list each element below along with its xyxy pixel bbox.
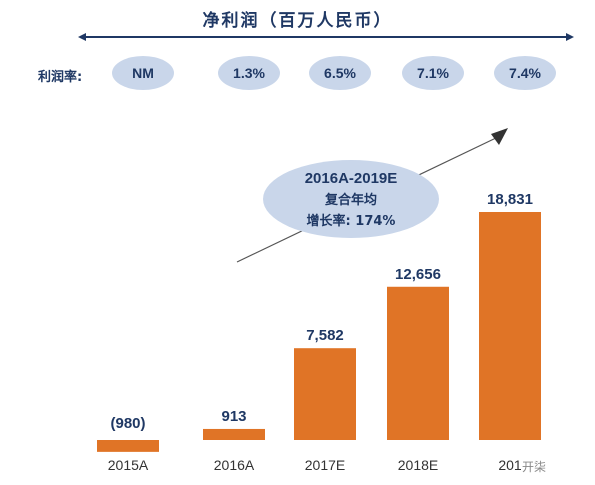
title-divider-line <box>78 33 574 41</box>
x-tick-2018E: 2018E <box>398 457 438 473</box>
trend-arrowhead <box>491 128 508 145</box>
value-label-2019E: 18,831 <box>487 191 533 208</box>
margin-pill-2019E: 7.4% <box>494 56 556 90</box>
cagr-bubble: 2016A-2019E 复合年均 增长率: 174% <box>263 160 439 238</box>
bar-2017E <box>294 348 356 440</box>
value-labels-group: (980) 913 7,582 12,656 18,831 <box>110 191 532 432</box>
margin-pill-2017E: 6.5% <box>309 56 371 90</box>
margin-pill-2016A: 1.3% <box>218 56 280 90</box>
bars-group <box>97 212 541 452</box>
cagr-period: 2016A-2019E <box>304 169 398 187</box>
x-tick-2016A: 2016A <box>214 457 255 473</box>
x-tick-2015A: 2015A <box>108 457 149 473</box>
value-label-2015A: (980) <box>110 415 145 432</box>
value-label-2016A: 913 <box>221 408 246 425</box>
bar-2015A <box>97 440 159 452</box>
cagr-rate: 增长率: 174% <box>306 213 396 229</box>
bar-2016A <box>203 428 265 440</box>
x-tick-2019E: 201 <box>498 457 522 473</box>
margin-pill-2018E: 7.1% <box>402 56 464 90</box>
margin-label: 利润率: <box>38 70 83 85</box>
x-tick-labels-group: 2015A 2016A 2017E 2018E 201 <box>108 457 522 473</box>
watermark: 开柒 <box>522 460 547 474</box>
value-label-2017E: 7,582 <box>306 327 344 344</box>
value-label-2018E: 12,656 <box>395 266 441 283</box>
x-tick-2017E: 2017E <box>305 457 345 473</box>
divider-arrow-right <box>566 33 574 41</box>
chart-title: 净利润（百万人民币） <box>202 11 393 31</box>
bar-2018E <box>387 286 449 440</box>
cagr-caption: 复合年均 <box>324 192 377 208</box>
bar-2019E <box>479 212 541 440</box>
margin-pill-2015A: NM <box>112 56 174 90</box>
divider-arrow-left <box>78 33 86 41</box>
